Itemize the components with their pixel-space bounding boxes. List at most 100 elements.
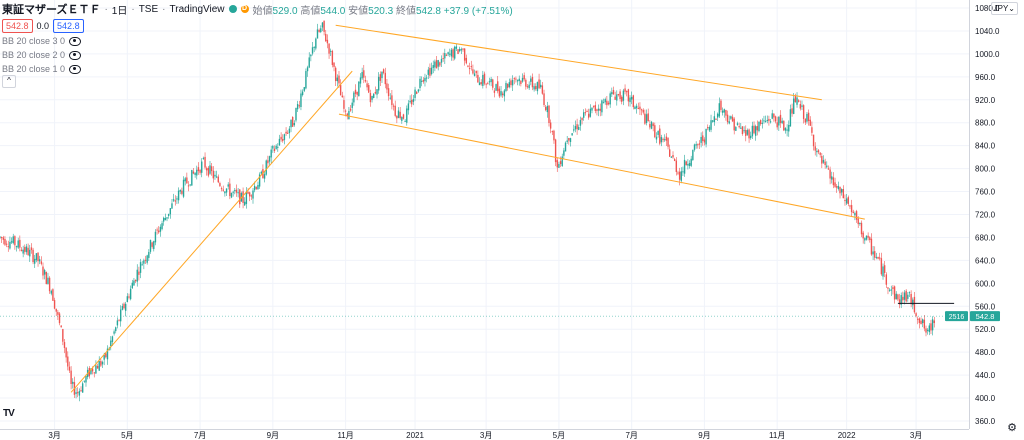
currency-selector[interactable]: JPY⌄	[990, 2, 1018, 15]
candle-body	[454, 46, 456, 59]
indicator-legend-bb-1[interactable]: BB 20 close 1 0	[2, 64, 82, 74]
candle-body	[67, 356, 69, 367]
candle-body	[368, 85, 370, 93]
candle-body	[900, 295, 902, 305]
candle-body	[131, 282, 133, 289]
candle-body	[113, 331, 115, 334]
candle-body	[121, 305, 124, 310]
candle-body	[659, 128, 661, 144]
candle-body	[275, 145, 277, 149]
price-tick-label: 720.0	[975, 211, 996, 220]
candle-body	[746, 130, 749, 135]
candle-body	[621, 96, 623, 102]
candle-body	[356, 91, 358, 95]
candle-body	[921, 319, 924, 324]
candle-body	[707, 127, 709, 129]
time-axis: 3月 5月 7月 9月 11月 2021 3月 5月 7月 9月 11月 2022 3月	[0, 429, 969, 440]
candle-body	[566, 140, 568, 142]
candle-body	[908, 292, 911, 294]
candle-body	[754, 126, 757, 136]
eye-hidden-icon[interactable]	[69, 36, 82, 46]
indicator-legend-bb-3[interactable]: BB 20 close 3 0	[2, 36, 82, 46]
candle-body	[25, 246, 28, 253]
candle-body	[230, 192, 233, 198]
candle-body	[219, 183, 221, 187]
candle-body	[134, 279, 137, 282]
candle-body	[842, 188, 845, 199]
candle-body	[526, 86, 529, 88]
candle-body	[83, 380, 86, 382]
candle-body	[295, 108, 297, 121]
candle-body	[35, 253, 38, 261]
market-status-icon[interactable]	[228, 5, 237, 13]
candle-body	[244, 201, 246, 206]
candle-body	[394, 105, 396, 116]
candle-body	[80, 390, 82, 392]
candle-body	[874, 251, 876, 258]
candle-body	[184, 178, 186, 182]
candle-body	[885, 274, 888, 285]
delayed-data-icon[interactable]: D	[240, 5, 249, 13]
collapse-legend-button[interactable]: ^	[2, 75, 16, 88]
candle-body	[822, 159, 825, 163]
ohlc-readout: 始値529.0 高値544.0 安値520.3 終値542.8 +37.9 (+…	[252, 5, 513, 17]
time-tick-label: 11月	[769, 431, 785, 440]
candle-body	[497, 81, 499, 92]
symbol-title[interactable]: 東証マザーズＥＴＦ	[2, 4, 101, 16]
candle-body	[321, 22, 324, 28]
candle-body	[48, 277, 51, 292]
candle-body	[616, 94, 618, 101]
candle-body	[222, 189, 224, 191]
candle-body	[715, 118, 717, 120]
candle-body	[68, 366, 71, 371]
candle-body	[725, 110, 727, 116]
tradingview-logo-icon[interactable]: TV	[3, 408, 15, 419]
candle-body	[325, 33, 327, 42]
candle-body	[531, 76, 534, 88]
candle-body	[253, 185, 256, 191]
candle-body	[334, 67, 337, 82]
candle-body	[111, 336, 114, 342]
candle-body	[781, 120, 783, 124]
candle-body	[581, 117, 583, 121]
candle-body	[611, 92, 613, 95]
gear-icon[interactable]: ⚙	[1007, 422, 1017, 434]
candle-body	[895, 293, 897, 300]
candle-body	[802, 105, 805, 119]
candle-body	[579, 120, 582, 126]
candle-body	[880, 258, 883, 275]
candle-body	[711, 120, 714, 122]
candlestick-series	[0, 20, 935, 402]
candle-body	[669, 149, 671, 157]
candle-body	[528, 84, 530, 89]
candle-body	[301, 91, 304, 96]
candle-body	[592, 105, 595, 107]
candle-body	[788, 125, 790, 132]
eye-hidden-icon[interactable]	[69, 64, 82, 74]
candle-body	[571, 133, 573, 136]
candle-body	[890, 289, 892, 291]
channel-lower-line	[338, 113, 865, 220]
eye-hidden-icon[interactable]	[69, 50, 82, 60]
candle-body	[926, 329, 929, 331]
candle-body	[103, 355, 105, 360]
sell-button[interactable]: 542.8	[2, 19, 33, 33]
candle-body	[53, 300, 56, 309]
candle-body	[819, 152, 821, 155]
candle-body	[845, 198, 848, 204]
candle-body	[753, 125, 755, 134]
candle-body	[645, 114, 648, 123]
candle-body	[273, 148, 276, 151]
interval-label[interactable]: 1日	[111, 5, 128, 17]
indicator-legend-bb-2[interactable]: BB 20 close 2 0	[2, 50, 82, 60]
candle-body	[640, 109, 643, 111]
buy-button[interactable]: 542.8	[53, 19, 84, 33]
candle-body	[774, 116, 777, 122]
candle-body	[607, 102, 610, 105]
candle-body	[247, 191, 249, 194]
candle-body	[556, 160, 558, 168]
candle-body	[708, 126, 711, 131]
candle-body	[239, 189, 241, 205]
candle-body	[396, 115, 398, 119]
